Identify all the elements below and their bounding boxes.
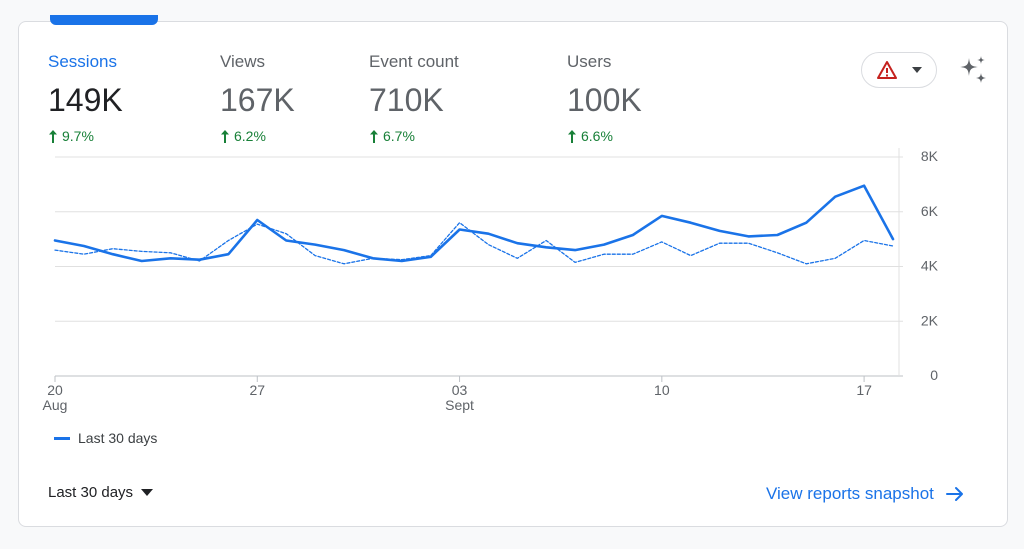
x-tick-sublabel: Sept — [445, 397, 474, 413]
chart-legend: Last 30 days — [54, 430, 157, 446]
legend-label: Last 30 days — [78, 430, 158, 446]
metric-value: 710K — [369, 82, 444, 118]
metric-label: Event count — [369, 52, 459, 71]
metric-change-value: 6.2% — [234, 128, 266, 144]
anomaly-alert-button[interactable] — [861, 52, 937, 88]
y-tick-label: 8K — [921, 148, 939, 164]
date-range-dropdown[interactable]: Last 30 days — [48, 484, 154, 501]
arrow-up-icon — [370, 129, 378, 143]
metric-value: 149K — [48, 82, 123, 118]
metric-value: 100K — [567, 82, 642, 118]
x-tick-label: 27 — [249, 382, 265, 398]
y-tick-label: 6K — [921, 203, 939, 219]
metric-label: Users — [567, 52, 612, 71]
arrow-up-icon — [221, 129, 229, 143]
caret-down-icon — [912, 67, 922, 73]
x-tick-label: 20 — [47, 382, 63, 398]
x-tick-label: 17 — [856, 382, 872, 398]
metric-change: 6.6% — [567, 128, 642, 144]
y-tick-label: 2K — [921, 312, 939, 328]
sparkle-icon[interactable] — [957, 54, 989, 86]
metric-change-value: 9.7% — [62, 128, 94, 144]
metric-value: 167K — [220, 82, 295, 118]
active-metric-indicator — [50, 15, 158, 25]
caret-down-icon — [141, 489, 154, 496]
arrow-up-icon — [49, 129, 57, 143]
metric-label: Sessions — [48, 52, 117, 71]
x-tick-label: 03 — [452, 382, 468, 398]
x-tick-sublabel: Aug — [43, 397, 68, 413]
metric-change: 6.2% — [220, 128, 295, 144]
view-reports-snapshot-link[interactable]: View reports snapshot — [766, 484, 964, 504]
metric-change-value: 6.7% — [383, 128, 415, 144]
metric-sessions[interactable]: Sessions 149K 9.7% — [48, 52, 123, 144]
arrow-right-icon — [945, 487, 963, 501]
warning-triangle-icon — [877, 61, 897, 79]
metric-event-count[interactable]: Event count 710K 6.7% — [369, 52, 459, 144]
current-series-line — [53, 184, 895, 263]
metric-label: Views — [220, 52, 266, 71]
arrow-up-icon — [568, 129, 576, 143]
y-tick-label: 4K — [921, 258, 939, 274]
view-reports-label: View reports snapshot — [766, 484, 934, 503]
x-tick-label: 10 — [654, 382, 670, 398]
date-range-label: Last 30 days — [48, 484, 134, 501]
y-tick-label: 0 — [930, 367, 938, 383]
metric-users[interactable]: Users 100K 6.6% — [567, 52, 642, 144]
overview-card — [18, 21, 1008, 527]
legend-swatch — [54, 436, 70, 440]
metric-change-value: 6.6% — [581, 128, 613, 144]
metric-change: 6.7% — [369, 128, 459, 144]
metric-views[interactable]: Views 167K 6.2% — [220, 52, 295, 144]
metric-change: 9.7% — [48, 128, 123, 144]
